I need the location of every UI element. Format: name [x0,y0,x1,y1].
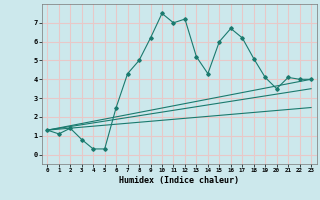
X-axis label: Humidex (Indice chaleur): Humidex (Indice chaleur) [119,176,239,185]
